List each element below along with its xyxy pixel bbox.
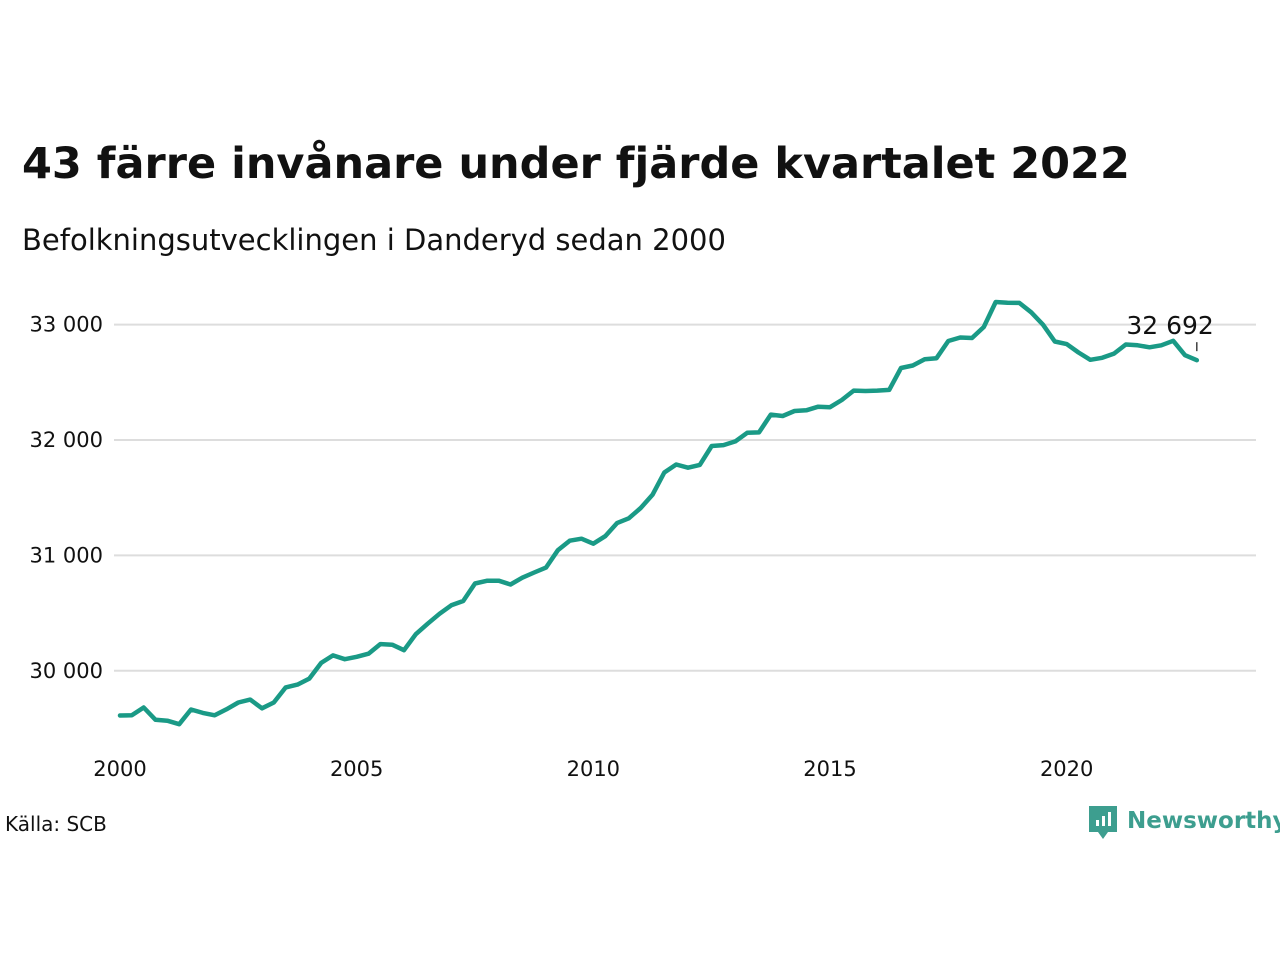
chart-title: 43 färre invånare under fjärde kvartalet… [22,139,1130,189]
annotation-label: 32 692 [1126,311,1213,340]
x-tick-label: 2020 [1040,757,1093,781]
x-tick-label: 2015 [803,757,856,781]
newsworthy-logo: Newsworthy [1089,806,1280,839]
y-tick-label: 33 000 [30,313,103,337]
y-tick-label: 30 000 [30,659,103,683]
x-tick-label: 2000 [93,757,146,781]
x-tick-label: 2005 [330,757,383,781]
series-layer [117,299,1200,727]
y-tick-label: 32 000 [30,428,103,452]
y-tick-label: 31 000 [30,543,103,567]
population-series-line [117,299,1200,727]
gridlines [114,323,1256,672]
newsworthy-logo-icon [1089,806,1117,839]
x-axis-ticks: 2000 2005 2010 2015 2020 [93,757,1093,781]
x-tick-label: 2010 [567,757,620,781]
chart-subtitle: Befolkningsutvecklingen i Danderyd sedan… [22,223,726,257]
annotation: 32 692 [1126,311,1214,352]
source-note: Källa: SCB [5,812,107,836]
y-axis-ticks: 30 000 31 000 32 000 33 000 [30,313,103,683]
newsworthy-brand-name: Newsworthy [1127,808,1280,834]
